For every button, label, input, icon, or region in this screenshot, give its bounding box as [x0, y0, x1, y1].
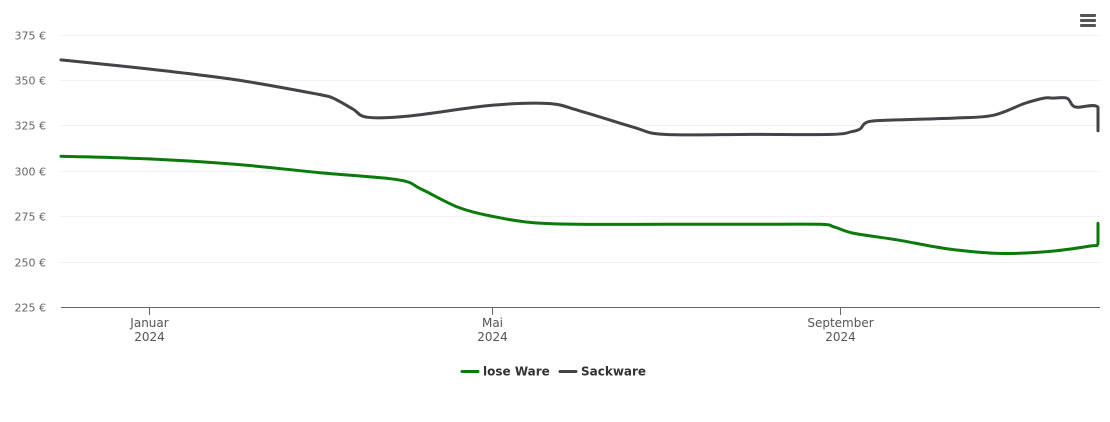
series-line-sackware[interactable]: [59, 58, 1100, 137]
y-tick-label: 325 €: [15, 120, 47, 133]
y-tick-label: 225 €: [15, 302, 47, 315]
y-tick-label: 350 €: [15, 75, 47, 88]
x-tick-year: 2024: [134, 330, 165, 344]
x-tick-month: Mai: [482, 316, 503, 330]
y-tick-label: 275 €: [15, 211, 47, 224]
x-tick-month: September: [807, 316, 873, 330]
y-axis-labels: 225 € 250 € 275 € 300 € 325 € 350 € 375 €: [15, 30, 47, 315]
legend-label: Sackware: [581, 365, 646, 379]
y-tick-label: 300 €: [15, 166, 47, 179]
x-tick-label: Januar 2024: [129, 316, 168, 344]
legend-label: lose Ware: [483, 365, 550, 379]
x-tick-label: Mai 2024: [477, 316, 508, 344]
y-tick-label: 375 €: [15, 30, 47, 43]
grid-lines: [61, 35, 1100, 263]
y-tick-label: 250 €: [15, 257, 47, 270]
legend-item-lose-ware[interactable]: lose Ware: [460, 365, 550, 379]
legend: lose Ware Sackware: [460, 365, 646, 379]
legend-item-sackware[interactable]: Sackware: [558, 365, 646, 379]
series-line-lose-ware[interactable]: [59, 154, 1100, 256]
series-lines: [59, 58, 1100, 256]
x-tick-month: Januar: [129, 316, 168, 330]
x-tick-label: September 2024: [807, 316, 873, 344]
x-tick-year: 2024: [825, 330, 856, 344]
hamburger-menu-icon[interactable]: [1076, 10, 1100, 32]
x-tick-year: 2024: [477, 330, 508, 344]
